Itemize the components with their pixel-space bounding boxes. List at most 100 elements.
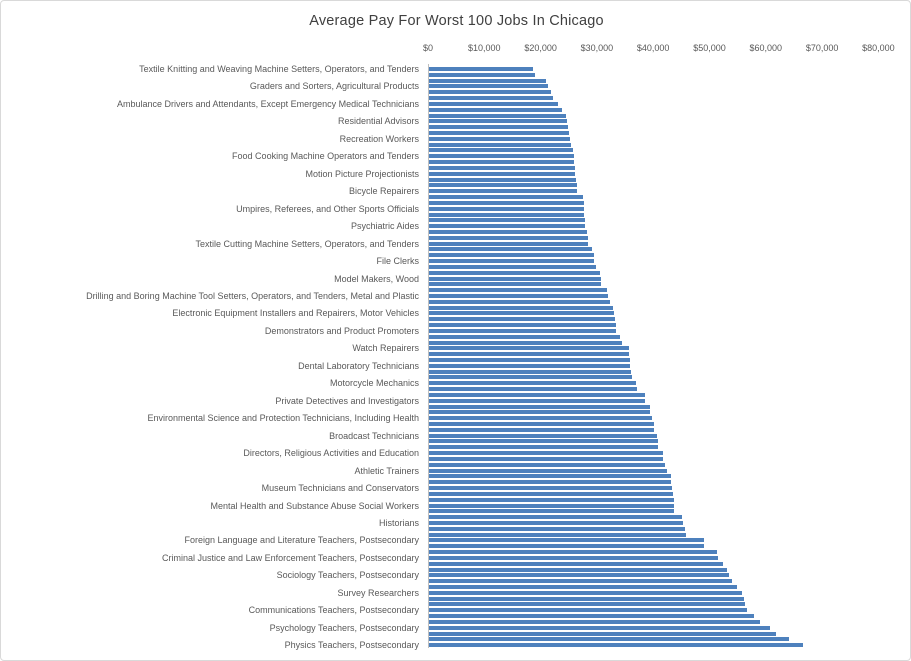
value-axis-tick-label: $10,000 <box>468 43 501 53</box>
bar <box>429 381 636 386</box>
bar <box>429 579 732 584</box>
bar <box>429 573 729 578</box>
value-axis-tick-label: $80,000 <box>862 43 895 53</box>
bar <box>429 189 577 194</box>
bar <box>429 195 583 200</box>
bar <box>429 311 614 316</box>
bar <box>429 253 594 258</box>
category-label: Mental Health and Substance Abuse Social… <box>210 500 419 511</box>
bar <box>429 404 650 409</box>
bar <box>429 113 566 118</box>
bar <box>429 235 588 240</box>
bar <box>429 561 723 566</box>
bar <box>429 241 588 246</box>
bar <box>429 468 667 473</box>
bar <box>429 643 803 648</box>
bar <box>429 625 770 630</box>
bar <box>429 154 574 159</box>
bar <box>429 445 658 450</box>
category-label: Survey Researchers <box>337 587 419 598</box>
bar <box>429 451 663 456</box>
category-label: Criminal Justice and Law Enforcement Tea… <box>162 552 419 563</box>
bar <box>429 346 629 351</box>
bar <box>429 160 574 165</box>
bar <box>429 602 745 607</box>
category-label: Drilling and Boring Machine Tool Setters… <box>86 290 419 301</box>
bar <box>429 148 573 153</box>
bar <box>429 276 601 281</box>
category-label: Physics Teachers, Postsecondary <box>284 640 419 651</box>
bar <box>429 165 575 170</box>
category-label: Psychiatric Aides <box>350 221 419 232</box>
bar <box>429 555 718 560</box>
category-label: Bicycle Repairers <box>348 186 419 197</box>
bar <box>429 183 577 188</box>
bar <box>429 590 742 595</box>
bar <box>429 515 682 520</box>
bar <box>429 229 587 234</box>
bar <box>429 544 704 549</box>
bar <box>429 96 553 101</box>
bar <box>429 398 645 403</box>
bar <box>429 177 576 182</box>
bar <box>429 259 594 264</box>
category-label: Historians <box>378 517 419 528</box>
category-label: Food Cooking Machine Operators and Tende… <box>232 151 419 162</box>
bar <box>429 392 645 397</box>
bar <box>429 596 744 601</box>
category-label: Dental Laboratory Technicians <box>298 360 419 371</box>
category-label: Ambulance Drivers and Attendants, Except… <box>117 98 419 109</box>
bar <box>429 526 685 531</box>
bar <box>429 317 615 322</box>
bar <box>429 107 562 112</box>
bar <box>429 131 569 136</box>
bar <box>429 550 717 555</box>
bar <box>429 491 673 496</box>
category-label: Broadcast Technicians <box>329 430 419 441</box>
bar <box>429 218 585 223</box>
bar <box>429 369 631 374</box>
category-label: Recreation Workers <box>339 133 419 144</box>
bar <box>429 200 584 205</box>
value-axis-tick-label: $30,000 <box>580 43 614 53</box>
category-label: Motorcycle Mechanics <box>329 378 419 389</box>
bar <box>429 427 654 432</box>
bar <box>429 614 754 619</box>
bar <box>429 323 616 328</box>
chart-title: Average Pay For Worst 100 Jobs In Chicag… <box>309 13 604 29</box>
category-label: Model Makers, Wood <box>334 273 419 284</box>
category-label: Residential Advisors <box>337 116 419 127</box>
category-label: Electronic Equipment Installers and Repa… <box>172 308 419 319</box>
bar <box>429 422 654 427</box>
bar <box>429 340 622 345</box>
bar <box>429 78 546 83</box>
category-label: Umpires, Referees, and Other Sports Offi… <box>236 203 419 214</box>
bar <box>429 125 568 130</box>
bar <box>429 264 596 269</box>
bar <box>429 270 600 275</box>
bar <box>429 375 632 380</box>
bar <box>429 358 630 362</box>
bar <box>429 486 672 491</box>
bar <box>429 305 613 310</box>
bar <box>429 288 607 293</box>
bar <box>429 520 683 525</box>
bar <box>429 142 571 147</box>
bar <box>429 497 674 502</box>
value-axis-tick-label: $70,000 <box>805 43 839 53</box>
bar <box>429 538 704 543</box>
category-axis-line <box>428 64 429 648</box>
bar <box>429 363 630 368</box>
category-label: Museum Technicians and Conservators <box>261 483 419 494</box>
value-axis-tick-label: $60,000 <box>749 43 783 53</box>
bar <box>429 456 663 461</box>
bar <box>429 619 760 624</box>
category-label: Sociology Teachers, Postsecondary <box>276 570 419 581</box>
bar <box>429 293 608 298</box>
bar <box>429 101 558 106</box>
category-label: Psychology Teachers, Postsecondary <box>269 622 419 633</box>
value-axis-tick-label: $40,000 <box>636 43 670 53</box>
value-axis-tick-label: $50,000 <box>693 43 726 53</box>
category-label: Directors, Religious Activities and Educ… <box>243 448 419 459</box>
bar <box>429 631 776 636</box>
